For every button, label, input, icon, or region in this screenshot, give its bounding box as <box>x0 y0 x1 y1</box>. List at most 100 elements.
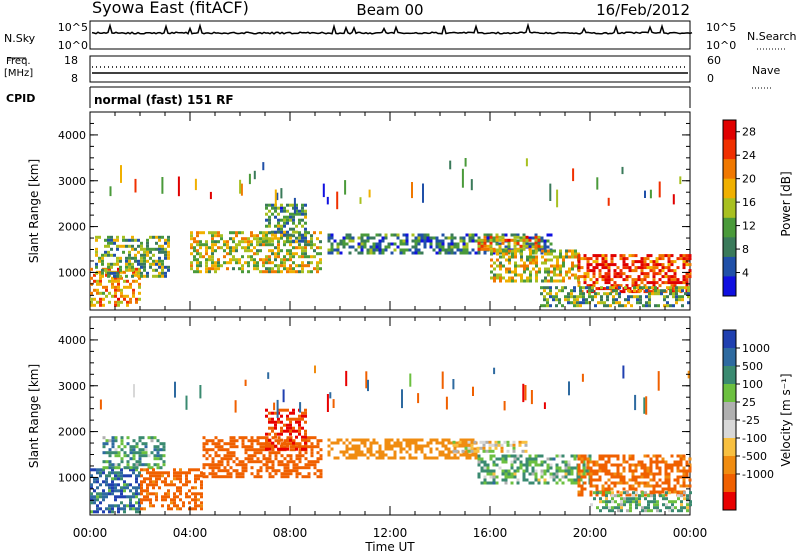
power-cell <box>167 241 170 245</box>
power-cell <box>577 275 581 279</box>
velocity-cell <box>327 453 331 457</box>
power-cell <box>366 248 370 252</box>
power-cell <box>283 233 286 237</box>
power-cell <box>327 239 331 243</box>
power-cell <box>292 218 295 222</box>
power-cell <box>618 301 621 305</box>
velocity-cell <box>604 466 608 470</box>
velocity-cell <box>634 475 638 479</box>
power-cell <box>164 247 167 251</box>
power-cell <box>313 243 316 247</box>
velocity-cell <box>111 442 115 446</box>
velocity-cell <box>501 457 505 461</box>
velocity-cell <box>220 460 224 464</box>
power-cell <box>526 276 529 280</box>
power-cell <box>193 255 196 259</box>
power-cell <box>149 250 152 254</box>
velocity-cell <box>540 463 544 467</box>
velocity-cell <box>549 466 553 470</box>
velocity-cell <box>138 498 141 502</box>
velocity-cell <box>664 460 668 464</box>
velocity-cell <box>629 497 632 501</box>
velocity-cell <box>117 463 121 467</box>
velocity-cell <box>616 469 620 473</box>
velocity-cell <box>408 438 412 442</box>
power-cell <box>161 250 164 254</box>
velocity-cell <box>286 436 290 440</box>
power-streak <box>293 197 296 214</box>
power-cell <box>667 269 671 273</box>
velocity-cell <box>479 440 483 444</box>
power-cell <box>529 252 532 256</box>
power-cell <box>622 263 626 267</box>
power-cell <box>508 261 511 265</box>
velocity-cell <box>677 497 680 501</box>
velocity-cell <box>102 445 106 449</box>
power-cell <box>202 243 205 247</box>
power-cell <box>573 304 576 308</box>
power-cell <box>232 240 235 244</box>
velocity-cell <box>120 507 123 511</box>
velocity-cell <box>301 426 304 430</box>
velocity-cell <box>286 438 289 442</box>
power-cell <box>327 236 331 240</box>
velocity-cell <box>117 477 120 481</box>
power-cell <box>307 240 310 244</box>
power-cell <box>143 268 146 272</box>
power-cell <box>486 247 490 251</box>
velocity-cell <box>179 477 182 481</box>
power-cell <box>289 270 292 274</box>
power-cell <box>516 241 520 245</box>
velocity-cell <box>108 471 111 475</box>
velocity-cell <box>628 484 632 488</box>
colorbar-tick-label: -1000 <box>742 468 774 481</box>
velocity-cell <box>616 466 620 470</box>
power-cell <box>208 267 211 271</box>
power-cell <box>687 295 690 299</box>
power-cell <box>310 270 313 274</box>
velocity-cell <box>153 457 157 461</box>
velocity-cell <box>298 454 302 458</box>
power-cell <box>595 278 599 282</box>
power-streak <box>672 194 675 205</box>
power-cell <box>107 241 110 245</box>
power-cell <box>196 252 199 256</box>
power-cell <box>268 203 271 207</box>
velocity-cell <box>138 460 142 464</box>
power-cell <box>504 233 508 237</box>
power-cell <box>495 233 499 237</box>
velocity-cell <box>528 481 532 485</box>
power-cell <box>113 238 116 242</box>
power-cell <box>307 243 310 247</box>
velocity-cell <box>307 472 311 476</box>
power-cell <box>505 249 508 253</box>
velocity-cell <box>623 497 626 501</box>
velocity-cell <box>105 492 108 496</box>
power-cell <box>537 235 541 239</box>
velocity-streak <box>244 379 247 386</box>
power-cell <box>525 242 529 246</box>
velocity-cell <box>259 466 263 470</box>
velocity-cell <box>304 432 307 436</box>
power-cell <box>586 263 590 267</box>
power-cell <box>489 244 493 248</box>
colorbar-segment <box>723 402 736 421</box>
power-cell <box>262 231 265 235</box>
velocity-cell <box>649 484 653 488</box>
power-streak <box>658 181 661 198</box>
velocity-cell <box>423 456 427 460</box>
power-cell <box>199 261 202 265</box>
power-cell <box>541 261 544 265</box>
power-cell <box>685 284 689 288</box>
power-cell <box>132 288 135 292</box>
velocity-cell <box>518 440 522 444</box>
power-cell <box>429 239 433 243</box>
velocity-cell <box>176 486 179 490</box>
velocity-cell <box>286 466 290 470</box>
velocity-cell <box>605 494 608 498</box>
velocity-cell <box>146 486 149 490</box>
velocity-cell <box>202 463 206 467</box>
power-cell <box>562 258 565 262</box>
power-cell <box>628 269 632 273</box>
velocity-cell <box>495 475 499 479</box>
